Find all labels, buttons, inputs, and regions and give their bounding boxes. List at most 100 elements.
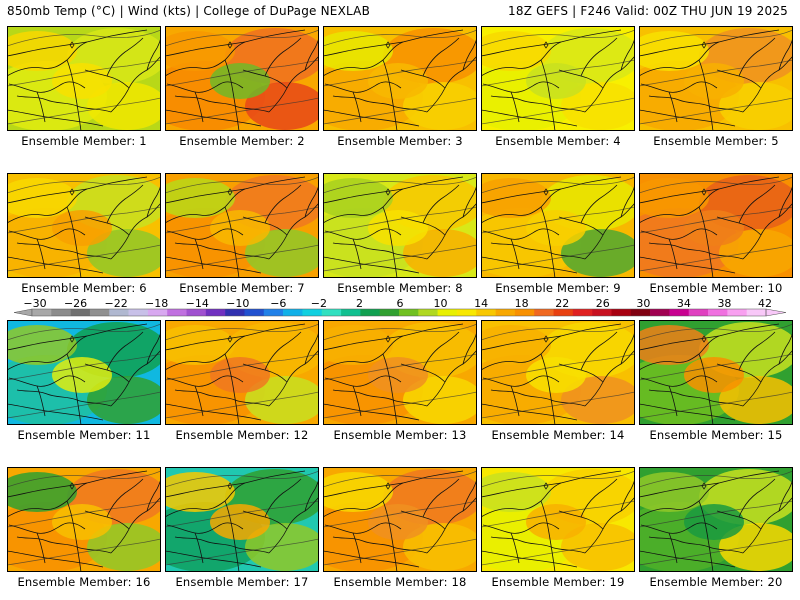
temperature-map <box>323 467 477 572</box>
colorbar-swatch <box>89 309 110 316</box>
colorbar-swatch <box>263 309 284 316</box>
colorbar-tick-label: −18 <box>145 297 169 310</box>
ensemble-member-label: Ensemble Member: 1 <box>21 134 147 148</box>
temperature-map <box>481 173 635 278</box>
ensemble-member-label: Ensemble Member: 20 <box>649 575 783 589</box>
colorbar-tick-label: −26 <box>63 297 88 310</box>
colorbar-swatch <box>514 309 535 316</box>
colorbar-swatch <box>225 309 245 316</box>
colorbar-tick-label: −6 <box>270 297 287 310</box>
colorbar-swatch <box>341 309 361 316</box>
colorbar-swatch <box>379 309 400 316</box>
temperature-map <box>323 173 477 278</box>
ensemble-member-label: Ensemble Member: 18 <box>333 575 467 589</box>
ensemble-member-panel <box>165 173 319 278</box>
ensemble-member-panel <box>165 320 319 425</box>
ensemble-member-panel <box>7 467 161 572</box>
colorbar-swatch <box>650 309 670 316</box>
ensemble-member-panel <box>639 320 793 425</box>
temperature-map <box>165 320 319 425</box>
ensemble-member-label: Ensemble Member: 5 <box>653 134 779 148</box>
ensemble-member-panel <box>323 467 477 572</box>
temperature-map <box>323 26 477 131</box>
colorbar-tick-label: 42 <box>758 297 772 310</box>
temperature-map <box>7 26 161 131</box>
colorbar-tick-label: −2 <box>310 297 327 310</box>
ensemble-member-panel <box>481 467 635 572</box>
ensemble-member-panel <box>639 173 793 278</box>
colorbar-swatch <box>746 309 767 316</box>
colorbar-tick-label: 22 <box>555 297 570 310</box>
colorbar-swatch <box>51 309 71 316</box>
temperature-map <box>7 467 161 572</box>
colorbar-swatch <box>495 309 516 316</box>
ensemble-member-label: Ensemble Member: 10 <box>649 281 783 295</box>
colorbar-swatch <box>32 309 52 316</box>
colorbar-tick-label: −14 <box>185 297 209 310</box>
colorbar-tick-label: 26 <box>595 297 610 310</box>
colorbar-tick-label: 30 <box>636 297 651 310</box>
map-title: 850mb Temp (°C) | Wind (kts) | College o… <box>7 4 371 18</box>
ensemble-member-label: Ensemble Member: 8 <box>337 281 463 295</box>
temperature-map <box>165 26 319 131</box>
colorbar-swatch <box>399 309 419 316</box>
colorbar-swatch <box>321 309 342 316</box>
colorbar-swatch <box>147 309 168 316</box>
ensemble-member-label: Ensemble Member: 16 <box>17 575 151 589</box>
temperature-map <box>165 173 319 278</box>
colorbar-swatch <box>727 309 747 316</box>
ensemble-member-panel <box>165 467 319 572</box>
colorbar-swatch <box>669 309 690 316</box>
colorbar-swatch <box>70 309 91 316</box>
ensemble-member-panel <box>165 26 319 131</box>
colorbar-tick-label: 18 <box>514 297 529 310</box>
colorbar-tick-label: 2 <box>355 297 363 310</box>
ensemble-member-label: Ensemble Member: 14 <box>491 428 625 442</box>
temperature-map <box>481 26 635 131</box>
colorbar-swatch <box>688 309 709 316</box>
ensemble-member-label: Ensemble Member: 7 <box>179 281 305 295</box>
temperature-colorbar <box>13 308 787 317</box>
colorbar-swatch <box>418 309 438 316</box>
ensemble-member-label: Ensemble Member: 2 <box>179 134 305 148</box>
ensemble-member-panel <box>7 26 161 131</box>
temperature-map <box>481 320 635 425</box>
colorbar-swatch <box>109 309 129 316</box>
temperature-map <box>481 467 635 572</box>
temperature-map <box>7 173 161 278</box>
colorbar-swatch <box>553 309 574 316</box>
colorbar-swatch <box>167 309 187 316</box>
colorbar-tick-label: −10 <box>226 297 250 310</box>
temperature-map <box>165 467 319 572</box>
ensemble-member-label: Ensemble Member: 9 <box>495 281 621 295</box>
colorbar-swatch <box>283 309 303 316</box>
colorbar-swatch <box>592 309 612 316</box>
ensemble-member-panel <box>7 320 161 425</box>
ensemble-member-label: Ensemble Member: 17 <box>175 575 309 589</box>
ensemble-member-label: Ensemble Member: 19 <box>491 575 625 589</box>
colorbar-swatch <box>302 309 323 316</box>
colorbar-swatch <box>572 309 593 316</box>
ensemble-member-label: Ensemble Member: 15 <box>649 428 783 442</box>
colorbar-swatch <box>534 309 554 316</box>
temperature-map <box>323 320 477 425</box>
ensemble-member-panel <box>639 26 793 131</box>
ensemble-member-label: Ensemble Member: 13 <box>333 428 467 442</box>
temperature-map <box>7 320 161 425</box>
colorbar-swatch <box>456 309 477 316</box>
ensemble-member-panel <box>481 320 635 425</box>
temperature-map <box>639 467 793 572</box>
colorbar-swatch <box>708 309 728 316</box>
colorbar-swatch <box>611 309 632 316</box>
colorbar-swatch <box>630 309 651 316</box>
ensemble-member-panel <box>323 26 477 131</box>
ensemble-member-label: Ensemble Member: 3 <box>337 134 463 148</box>
ensemble-member-panel <box>323 173 477 278</box>
colorbar-tick-label: 34 <box>676 297 691 310</box>
colorbar-swatch <box>437 309 458 316</box>
ensemble-member-label: Ensemble Member: 6 <box>21 281 147 295</box>
colorbar-tick-label: 10 <box>433 297 448 310</box>
model-run-info: 18Z GEFS | F246 Valid: 00Z THU JUN 19 20… <box>508 4 788 18</box>
colorbar-tick-label: −30 <box>23 297 47 310</box>
colorbar-swatch <box>244 309 265 316</box>
